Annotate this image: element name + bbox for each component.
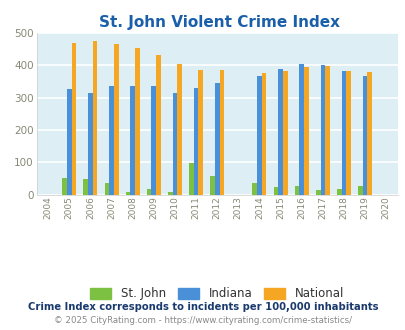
Bar [252, 183, 256, 195]
Bar [92, 41, 97, 195]
Bar [341, 71, 345, 195]
Text: © 2025 CityRating.com - https://www.cityrating.com/crime-statistics/: © 2025 CityRating.com - https://www.city… [54, 316, 351, 325]
Bar [294, 186, 298, 195]
Bar [282, 71, 287, 195]
Bar [345, 72, 350, 195]
Bar [277, 69, 282, 195]
Bar [219, 70, 224, 195]
Bar [172, 93, 177, 195]
Bar [135, 48, 139, 195]
Bar [151, 86, 156, 195]
Bar [357, 186, 362, 195]
Bar [189, 163, 193, 195]
Bar [83, 179, 88, 195]
Bar [362, 76, 367, 195]
Bar [130, 86, 135, 195]
Bar [298, 64, 303, 195]
Bar [336, 189, 341, 195]
Bar [214, 83, 219, 195]
Bar [168, 192, 172, 195]
Bar [109, 86, 113, 195]
Bar [315, 190, 320, 195]
Legend: St. John, Indiana, National: St. John, Indiana, National [85, 283, 348, 305]
Bar [126, 192, 130, 195]
Bar [198, 70, 202, 195]
Bar [67, 89, 71, 195]
Bar [156, 55, 160, 195]
Bar [88, 93, 92, 195]
Bar [261, 74, 266, 195]
Bar [324, 66, 329, 195]
Text: Crime Index corresponds to incidents per 100,000 inhabitants: Crime Index corresponds to incidents per… [28, 302, 377, 312]
Bar [273, 187, 277, 195]
Bar [210, 176, 214, 195]
Bar [177, 64, 181, 195]
Bar [71, 43, 76, 195]
Bar [303, 67, 308, 195]
Bar [62, 178, 67, 195]
Bar [104, 183, 109, 195]
Bar [193, 88, 198, 195]
Text: St. John Violent Crime Index: St. John Violent Crime Index [98, 15, 339, 30]
Bar [320, 65, 324, 195]
Bar [256, 76, 261, 195]
Bar [367, 72, 371, 195]
Bar [147, 189, 151, 195]
Bar [113, 44, 118, 195]
